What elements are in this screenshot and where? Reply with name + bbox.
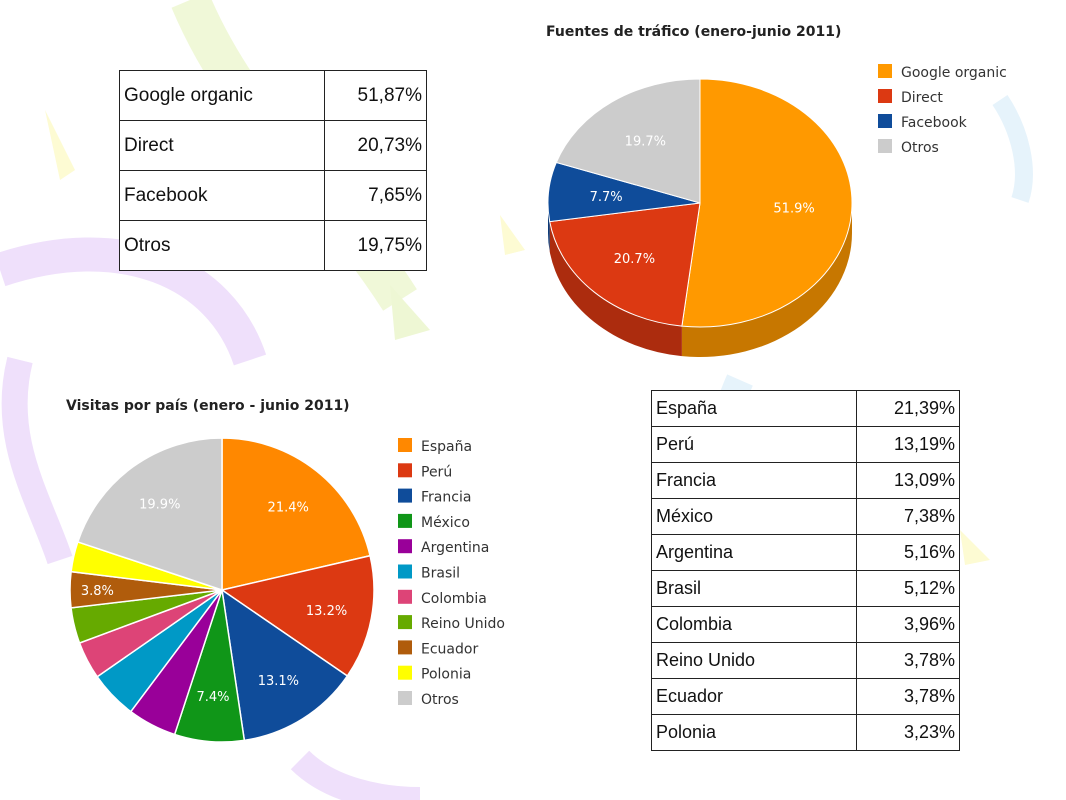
legend-label: España	[421, 439, 472, 455]
row-label: Google organic	[119, 70, 325, 121]
data-label: 19.7%	[625, 134, 666, 149]
row-label: Colombia	[651, 606, 857, 643]
pie-slice	[220, 554, 375, 677]
row-value: 51,87%	[324, 70, 427, 121]
table-row: Direct 20,73%	[119, 120, 427, 171]
legend-swatch	[878, 114, 892, 128]
data-label: 3.8%	[81, 584, 114, 599]
legend-swatch	[398, 640, 412, 655]
row-label: Otros	[119, 220, 325, 271]
row-value: 3,23%	[856, 714, 960, 751]
data-label: 13.2%	[306, 604, 347, 619]
row-value: 7,38%	[856, 498, 960, 535]
legend-label: Ecuador	[421, 641, 478, 657]
row-value: 3,96%	[856, 606, 960, 643]
table-row: Google organic 51,87%	[119, 70, 427, 121]
row-label: Francia	[651, 462, 857, 499]
legend-label: Facebook	[901, 115, 968, 131]
row-label: Reino Unido	[651, 642, 857, 679]
row-value: 13,19%	[856, 426, 960, 463]
legend-label: Google organic	[901, 65, 1007, 81]
legend-swatch	[398, 513, 412, 528]
row-value: 7,65%	[324, 170, 427, 221]
country-visits-table: España 21,39% Perú 13,19% Francia 13,09% Méxic…	[651, 390, 960, 751]
row-label: Perú	[651, 426, 857, 463]
row-value: 13,09%	[856, 462, 960, 499]
row-value: 19,75%	[324, 220, 427, 271]
legend-label: Otros	[421, 692, 459, 708]
table-row: Ecuador 3,78%	[651, 678, 960, 715]
legend-swatch	[878, 89, 892, 103]
row-label: Facebook	[119, 170, 325, 221]
pie-slice	[221, 588, 349, 742]
legend-swatch	[398, 564, 412, 579]
traffic-sources-table: Google organic 51,87% Direct 20,73% Facebook…	[119, 70, 427, 271]
row-value: 5,16%	[856, 534, 960, 571]
data-label: 20.7%	[614, 252, 655, 267]
legend-label: Brasil	[421, 566, 460, 582]
table-row: Reino Unido 3,78%	[651, 642, 960, 679]
legend-swatch	[878, 64, 892, 78]
legend-swatch	[398, 665, 412, 680]
table-row: Colombia 3,96%	[651, 606, 960, 643]
table-row: Argentina 5,16%	[651, 534, 960, 571]
chart-title: Fuentes de tráfico (enero-junio 2011)	[546, 24, 841, 40]
pie-slice	[221, 437, 371, 591]
row-value: 3,78%	[856, 642, 960, 679]
legend-swatch	[398, 539, 412, 554]
legend-label: Polonia	[421, 667, 471, 683]
traffic-sources-chart: Fuentes de tráfico (enero-junio 2011) 51…	[546, 24, 1007, 357]
table-row: Brasil 5,12%	[651, 570, 960, 607]
row-label: Ecuador	[651, 678, 857, 715]
legend-swatch	[398, 463, 412, 478]
pie-slice	[549, 202, 701, 327]
table-row: España 21,39%	[651, 390, 960, 427]
data-label: 19.9%	[139, 498, 180, 513]
pie-slice	[681, 78, 853, 328]
legend-swatch	[398, 488, 412, 503]
row-value: 3,78%	[856, 678, 960, 715]
data-label: 51.9%	[773, 202, 814, 217]
row-value: 21,39%	[856, 390, 960, 427]
legend-label: Reino Unido	[421, 616, 505, 632]
legend-label: Francia	[421, 490, 471, 506]
pie-slice-side	[681, 203, 852, 357]
legend-label: Colombia	[421, 591, 487, 607]
country-visits-chart: Visitas por país (enero - junio 2011) 21…	[66, 398, 505, 743]
row-label: Direct	[119, 120, 325, 171]
table-row: Facebook 7,65%	[119, 170, 427, 221]
row-label: Polonia	[651, 714, 857, 751]
legend-label: México	[421, 515, 470, 531]
data-label: 7.4%	[196, 690, 229, 705]
data-label: 21.4%	[268, 501, 309, 516]
legend-label: Otros	[901, 140, 939, 156]
table-row: Francia 13,09%	[651, 462, 960, 499]
row-label: Brasil	[651, 570, 857, 607]
legend-swatch	[398, 589, 412, 604]
row-label: Argentina	[651, 534, 857, 571]
data-label: 7.7%	[590, 190, 623, 205]
pie-slice	[555, 78, 701, 204]
table-row: Polonia 3,23%	[651, 714, 960, 751]
row-label: México	[651, 498, 857, 535]
legend-label: Direct	[901, 90, 943, 106]
pie-slice	[76, 437, 223, 592]
pie-slice-side	[549, 221, 682, 357]
row-value: 5,12%	[856, 570, 960, 607]
table-row: México 7,38%	[651, 498, 960, 535]
row-value: 20,73%	[324, 120, 427, 171]
row-label: España	[651, 390, 857, 427]
legend-swatch	[398, 615, 412, 630]
chart-title: Visitas por país (enero - junio 2011)	[66, 398, 350, 414]
legend-label: Argentina	[421, 540, 489, 556]
table-row: Perú 13,19%	[651, 426, 960, 463]
legend-swatch	[398, 438, 412, 452]
legend-swatch	[878, 139, 892, 153]
legend-swatch	[398, 691, 412, 705]
table-row: Otros 19,75%	[119, 220, 427, 271]
data-label: 13.1%	[258, 674, 299, 689]
legend-label: Perú	[421, 464, 452, 480]
